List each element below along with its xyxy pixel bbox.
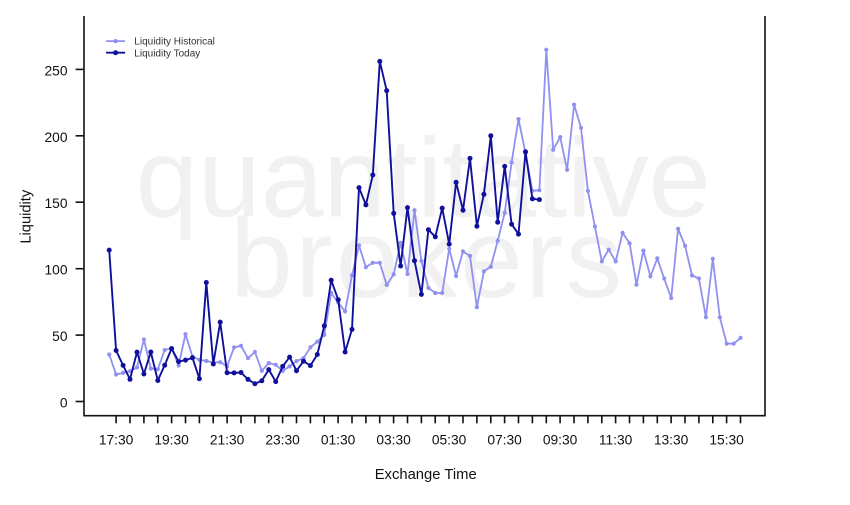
svg-text:23:30: 23:30	[265, 433, 300, 448]
svg-text:100: 100	[44, 263, 67, 278]
svg-text:01:30: 01:30	[321, 433, 356, 448]
svg-text:Liquidity Historical: Liquidity Historical	[134, 37, 215, 48]
svg-text:13:30: 13:30	[654, 433, 689, 448]
svg-text:09:30: 09:30	[543, 433, 578, 448]
svg-text:15:30: 15:30	[709, 433, 744, 448]
svg-text:0: 0	[60, 396, 68, 411]
svg-text:03:30: 03:30	[376, 433, 411, 448]
svg-text:19:30: 19:30	[154, 433, 189, 448]
svg-text:Liquidity Today: Liquidity Today	[134, 48, 200, 59]
svg-text:Exchange Time: Exchange Time	[375, 467, 477, 483]
svg-text:50: 50	[52, 329, 68, 344]
svg-text:quantitative: quantitative	[136, 115, 711, 241]
svg-text:200: 200	[44, 130, 67, 145]
svg-text:21:30: 21:30	[210, 433, 245, 448]
svg-text:250: 250	[44, 63, 67, 78]
svg-text:11:30: 11:30	[599, 433, 633, 448]
svg-text:17:30: 17:30	[99, 433, 134, 448]
svg-text:Liquidity: Liquidity	[19, 189, 35, 244]
svg-text:05:30: 05:30	[432, 433, 467, 448]
svg-text:150: 150	[44, 196, 67, 211]
svg-text:brokers: brokers	[230, 195, 625, 321]
svg-text:07:30: 07:30	[487, 433, 522, 448]
